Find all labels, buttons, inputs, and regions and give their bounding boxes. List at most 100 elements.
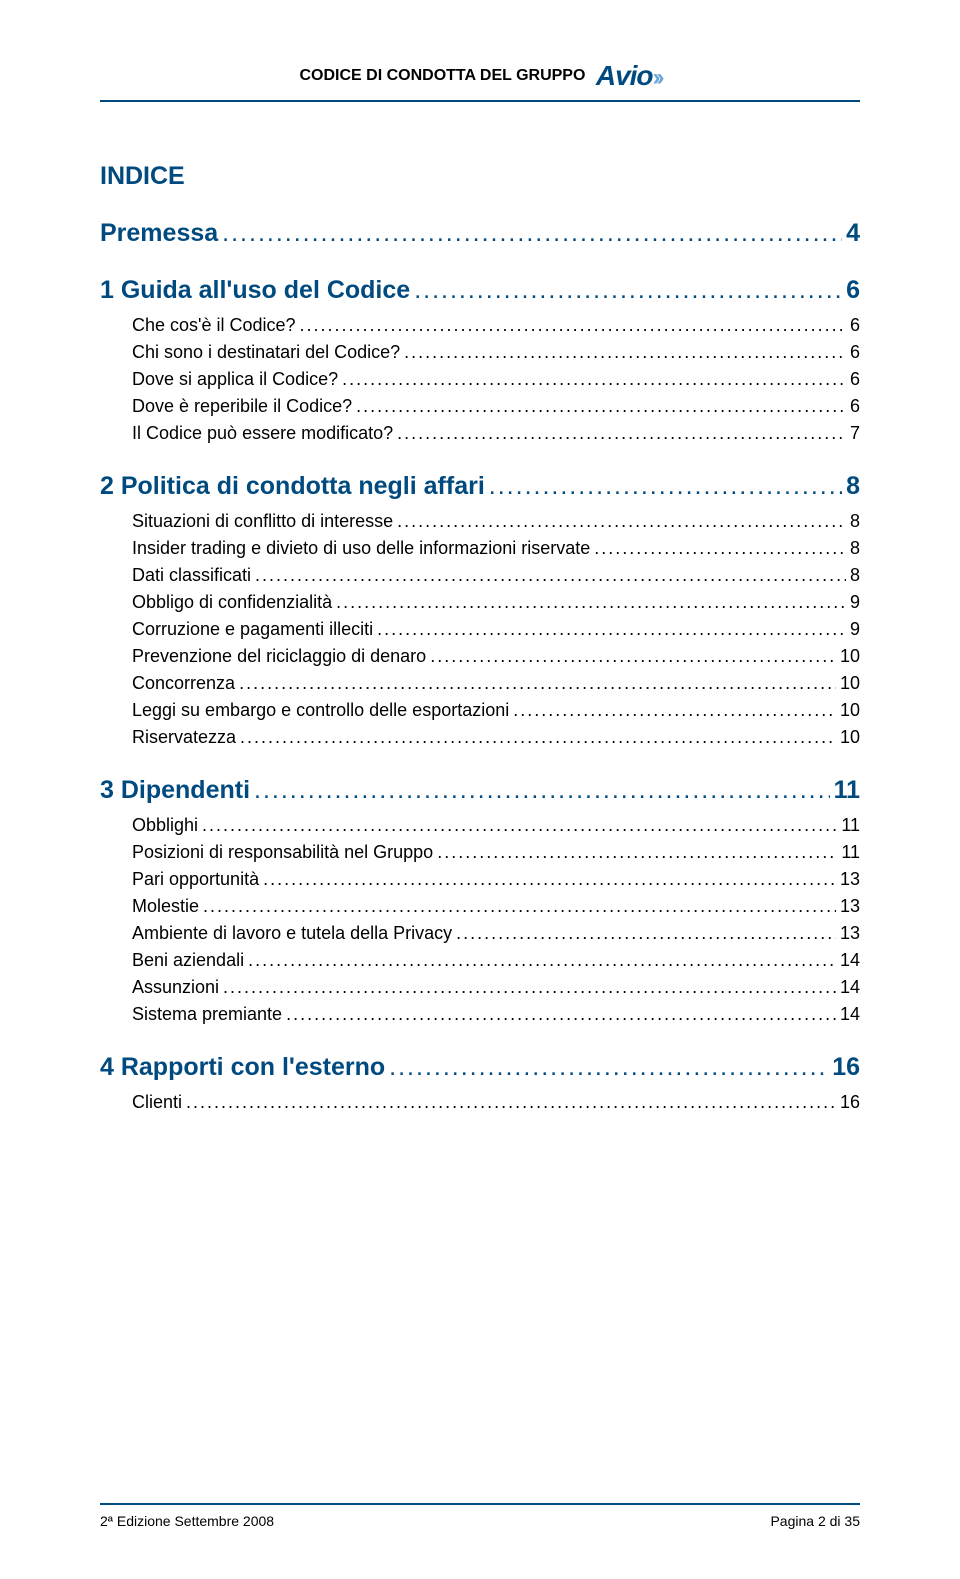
toc-item-label: Riservatezza: [132, 727, 236, 748]
toc-item-row[interactable]: Dati classificati8: [100, 565, 860, 586]
toc-item-label: Beni aziendali: [132, 950, 244, 971]
toc-leader-dots: [223, 977, 836, 998]
toc-item-row[interactable]: Pari opportunità 13: [100, 869, 860, 890]
toc-heading-page: 6: [846, 276, 860, 305]
toc-item-row[interactable]: Insider trading e divieto di uso delle i…: [100, 538, 860, 559]
toc-item-label: Leggi su embargo e controllo delle espor…: [132, 700, 509, 721]
toc-item-row[interactable]: Obblighi11: [100, 815, 860, 836]
toc-heading-label: 4 Rapporti con l'esterno: [100, 1053, 385, 1082]
toc-item-page: 10: [840, 673, 860, 694]
toc-heading-row[interactable]: 1 Guida all'uso del Codice 6: [100, 276, 860, 305]
toc-heading-label: 1 Guida all'uso del Codice: [100, 276, 410, 305]
toc-item-page: 16: [840, 1092, 860, 1113]
toc-item-label: Corruzione e pagamenti illeciti: [132, 619, 373, 640]
toc-heading-row[interactable]: 4 Rapporti con l'esterno16: [100, 1053, 860, 1082]
toc-body: Premessa41 Guida all'uso del Codice6Che …: [100, 219, 860, 1113]
toc-heading-row[interactable]: 3 Dipendenti 11: [100, 776, 860, 805]
toc-item-row[interactable]: Clienti16: [100, 1092, 860, 1113]
page-footer: 2ª Edizione Settembre 2008 Pagina 2 di 3…: [100, 1503, 860, 1529]
header-title: CODICE DI CONDOTTA DEL GRUPPO: [299, 67, 585, 85]
document-page: CODICE DI CONDOTTA DEL GRUPPO Avio›› IND…: [0, 0, 960, 1579]
toc-item-label: Dove è reperibile il Codice?: [132, 396, 352, 417]
toc-leader-dots: [356, 396, 846, 417]
toc-item-page: 14: [840, 950, 860, 971]
toc-item-label: Situazioni di conflitto di interesse: [132, 511, 393, 532]
toc-item-page: 13: [840, 923, 860, 944]
toc-item-label: Chi sono i destinatari del Codice?: [132, 342, 400, 363]
toc-item-row[interactable]: Leggi su embargo e controllo delle espor…: [100, 700, 860, 721]
toc-item-row[interactable]: Concorrenza 10: [100, 673, 860, 694]
toc-group: 4 Rapporti con l'esterno16Clienti16: [100, 1053, 860, 1113]
toc-item-row[interactable]: Riservatezza 10: [100, 727, 860, 748]
toc-leader-dots: [342, 369, 846, 390]
toc-item-label: Posizioni di responsabilità nel Gruppo: [132, 842, 433, 863]
toc-item-label: Prevenzione del riciclaggio di denaro: [132, 646, 426, 667]
toc-item-row[interactable]: Il Codice può essere modificato?7: [100, 423, 860, 444]
toc-leader-dots: [202, 815, 837, 836]
logo-text: Avio: [596, 60, 653, 91]
toc-item-row[interactable]: Molestie 13: [100, 896, 860, 917]
toc-item-row[interactable]: Dove è reperibile il Codice? 6: [100, 396, 860, 417]
toc-item-label: Che cos'è il Codice?: [132, 315, 296, 336]
toc-heading-page: 11: [834, 776, 860, 805]
toc-item-label: Il Codice può essere modificato?: [132, 423, 393, 444]
toc-leader-dots: [414, 276, 842, 305]
toc-item-page: 13: [840, 896, 860, 917]
toc-item-page: 11: [841, 815, 860, 836]
toc-item-label: Sistema premiante: [132, 1004, 282, 1025]
toc-item-page: 10: [840, 646, 860, 667]
toc-leader-dots: [397, 511, 846, 532]
toc-item-label: Molestie: [132, 896, 199, 917]
toc-leader-dots: [186, 1092, 836, 1113]
toc-item-page: 10: [840, 700, 860, 721]
toc-leader-dots: [336, 592, 846, 613]
toc-item-page: 14: [840, 1004, 860, 1025]
toc-leader-dots: [489, 472, 842, 501]
toc-item-row[interactable]: Assunzioni14: [100, 977, 860, 998]
toc-item-label: Ambiente di lavoro e tutela della Privac…: [132, 923, 452, 944]
toc-item-row[interactable]: Obbligo di confidenzialità9: [100, 592, 860, 613]
toc-leader-dots: [300, 315, 846, 336]
toc-leader-dots: [437, 842, 837, 863]
toc-item-page: 10: [840, 727, 860, 748]
toc-item-row[interactable]: Ambiente di lavoro e tutela della Privac…: [100, 923, 860, 944]
toc-item-row[interactable]: Chi sono i destinatari del Codice? 6: [100, 342, 860, 363]
toc-leader-dots: [456, 923, 836, 944]
toc-leader-dots: [513, 700, 836, 721]
toc-leader-dots: [222, 219, 842, 248]
toc-item-label: Pari opportunità: [132, 869, 259, 890]
toc-item-label: Obbligo di confidenzialità: [132, 592, 332, 613]
toc-leader-dots: [404, 342, 846, 363]
logo-chevrons-icon: ››: [653, 64, 661, 91]
toc-heading-row[interactable]: 2 Politica di condotta negli affari8: [100, 472, 860, 501]
toc-item-label: Concorrenza: [132, 673, 235, 694]
toc-item-page: 13: [840, 869, 860, 890]
toc-item-row[interactable]: Posizioni di responsabilità nel Gruppo11: [100, 842, 860, 863]
toc-item-label: Dati classificati: [132, 565, 251, 586]
avio-logo: Avio››: [596, 60, 661, 92]
toc-item-page: 6: [850, 396, 860, 417]
toc-leader-dots: [254, 776, 830, 805]
toc-item-row[interactable]: Corruzione e pagamenti illeciti9: [100, 619, 860, 640]
toc-group: 2 Politica di condotta negli affari8 Situ…: [100, 472, 860, 748]
toc-heading-label: Premessa: [100, 219, 218, 248]
toc-item-row[interactable]: Che cos'è il Codice? 6: [100, 315, 860, 336]
toc-item-row[interactable]: Prevenzione del riciclaggio di denaro 10: [100, 646, 860, 667]
toc-group: 1 Guida all'uso del Codice6Che cos'è il …: [100, 276, 860, 444]
toc-item-row[interactable]: Sistema premiante 14: [100, 1004, 860, 1025]
toc-item-page: 14: [840, 977, 860, 998]
footer-left: 2ª Edizione Settembre 2008: [100, 1513, 274, 1529]
toc-item-page: 6: [850, 369, 860, 390]
toc-leader-dots: [203, 896, 836, 917]
toc-heading-page: 8: [846, 472, 860, 501]
toc-item-row[interactable]: Dove si applica il Codice?6: [100, 369, 860, 390]
toc-item-row[interactable]: Situazioni di conflitto di interesse8: [100, 511, 860, 532]
toc-heading-label: 3 Dipendenti: [100, 776, 250, 805]
toc-item-row[interactable]: Beni aziendali 14: [100, 950, 860, 971]
toc-item-page: 6: [850, 342, 860, 363]
toc-heading-row[interactable]: Premessa4: [100, 219, 860, 248]
toc-leader-dots: [240, 727, 836, 748]
toc-leader-dots: [263, 869, 836, 890]
toc-leader-dots: [389, 1053, 828, 1082]
toc-item-page: 6: [850, 315, 860, 336]
